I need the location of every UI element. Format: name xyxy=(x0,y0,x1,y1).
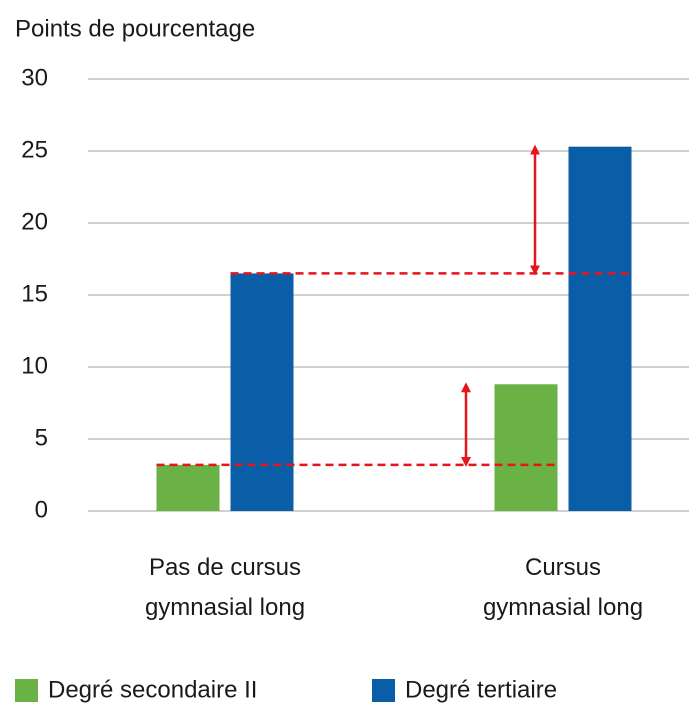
y-axis-label: Points de pourcentage xyxy=(15,15,255,42)
x-tick-label: Cursus gymnasial long xyxy=(482,554,644,621)
legend-swatch xyxy=(15,679,38,702)
y-tick-label: 20 xyxy=(21,208,48,235)
bar xyxy=(230,273,294,511)
bar xyxy=(568,146,632,511)
y-tick-label: 10 xyxy=(21,352,48,379)
legend-label: Degré tertiaire xyxy=(405,676,557,703)
y-tick-label: 15 xyxy=(21,280,48,307)
bar xyxy=(494,384,558,511)
bar xyxy=(156,464,220,511)
y-tick-label: 0 xyxy=(35,496,48,523)
legend-swatch xyxy=(372,679,395,702)
legend-label: Degré secondaire II xyxy=(48,676,257,703)
y-tick-label: 5 xyxy=(35,424,48,451)
y-tick-label: 30 xyxy=(21,64,48,91)
y-tick-label: 25 xyxy=(21,136,48,163)
x-tick-label: Pas de cursus gymnasial long xyxy=(144,554,306,621)
